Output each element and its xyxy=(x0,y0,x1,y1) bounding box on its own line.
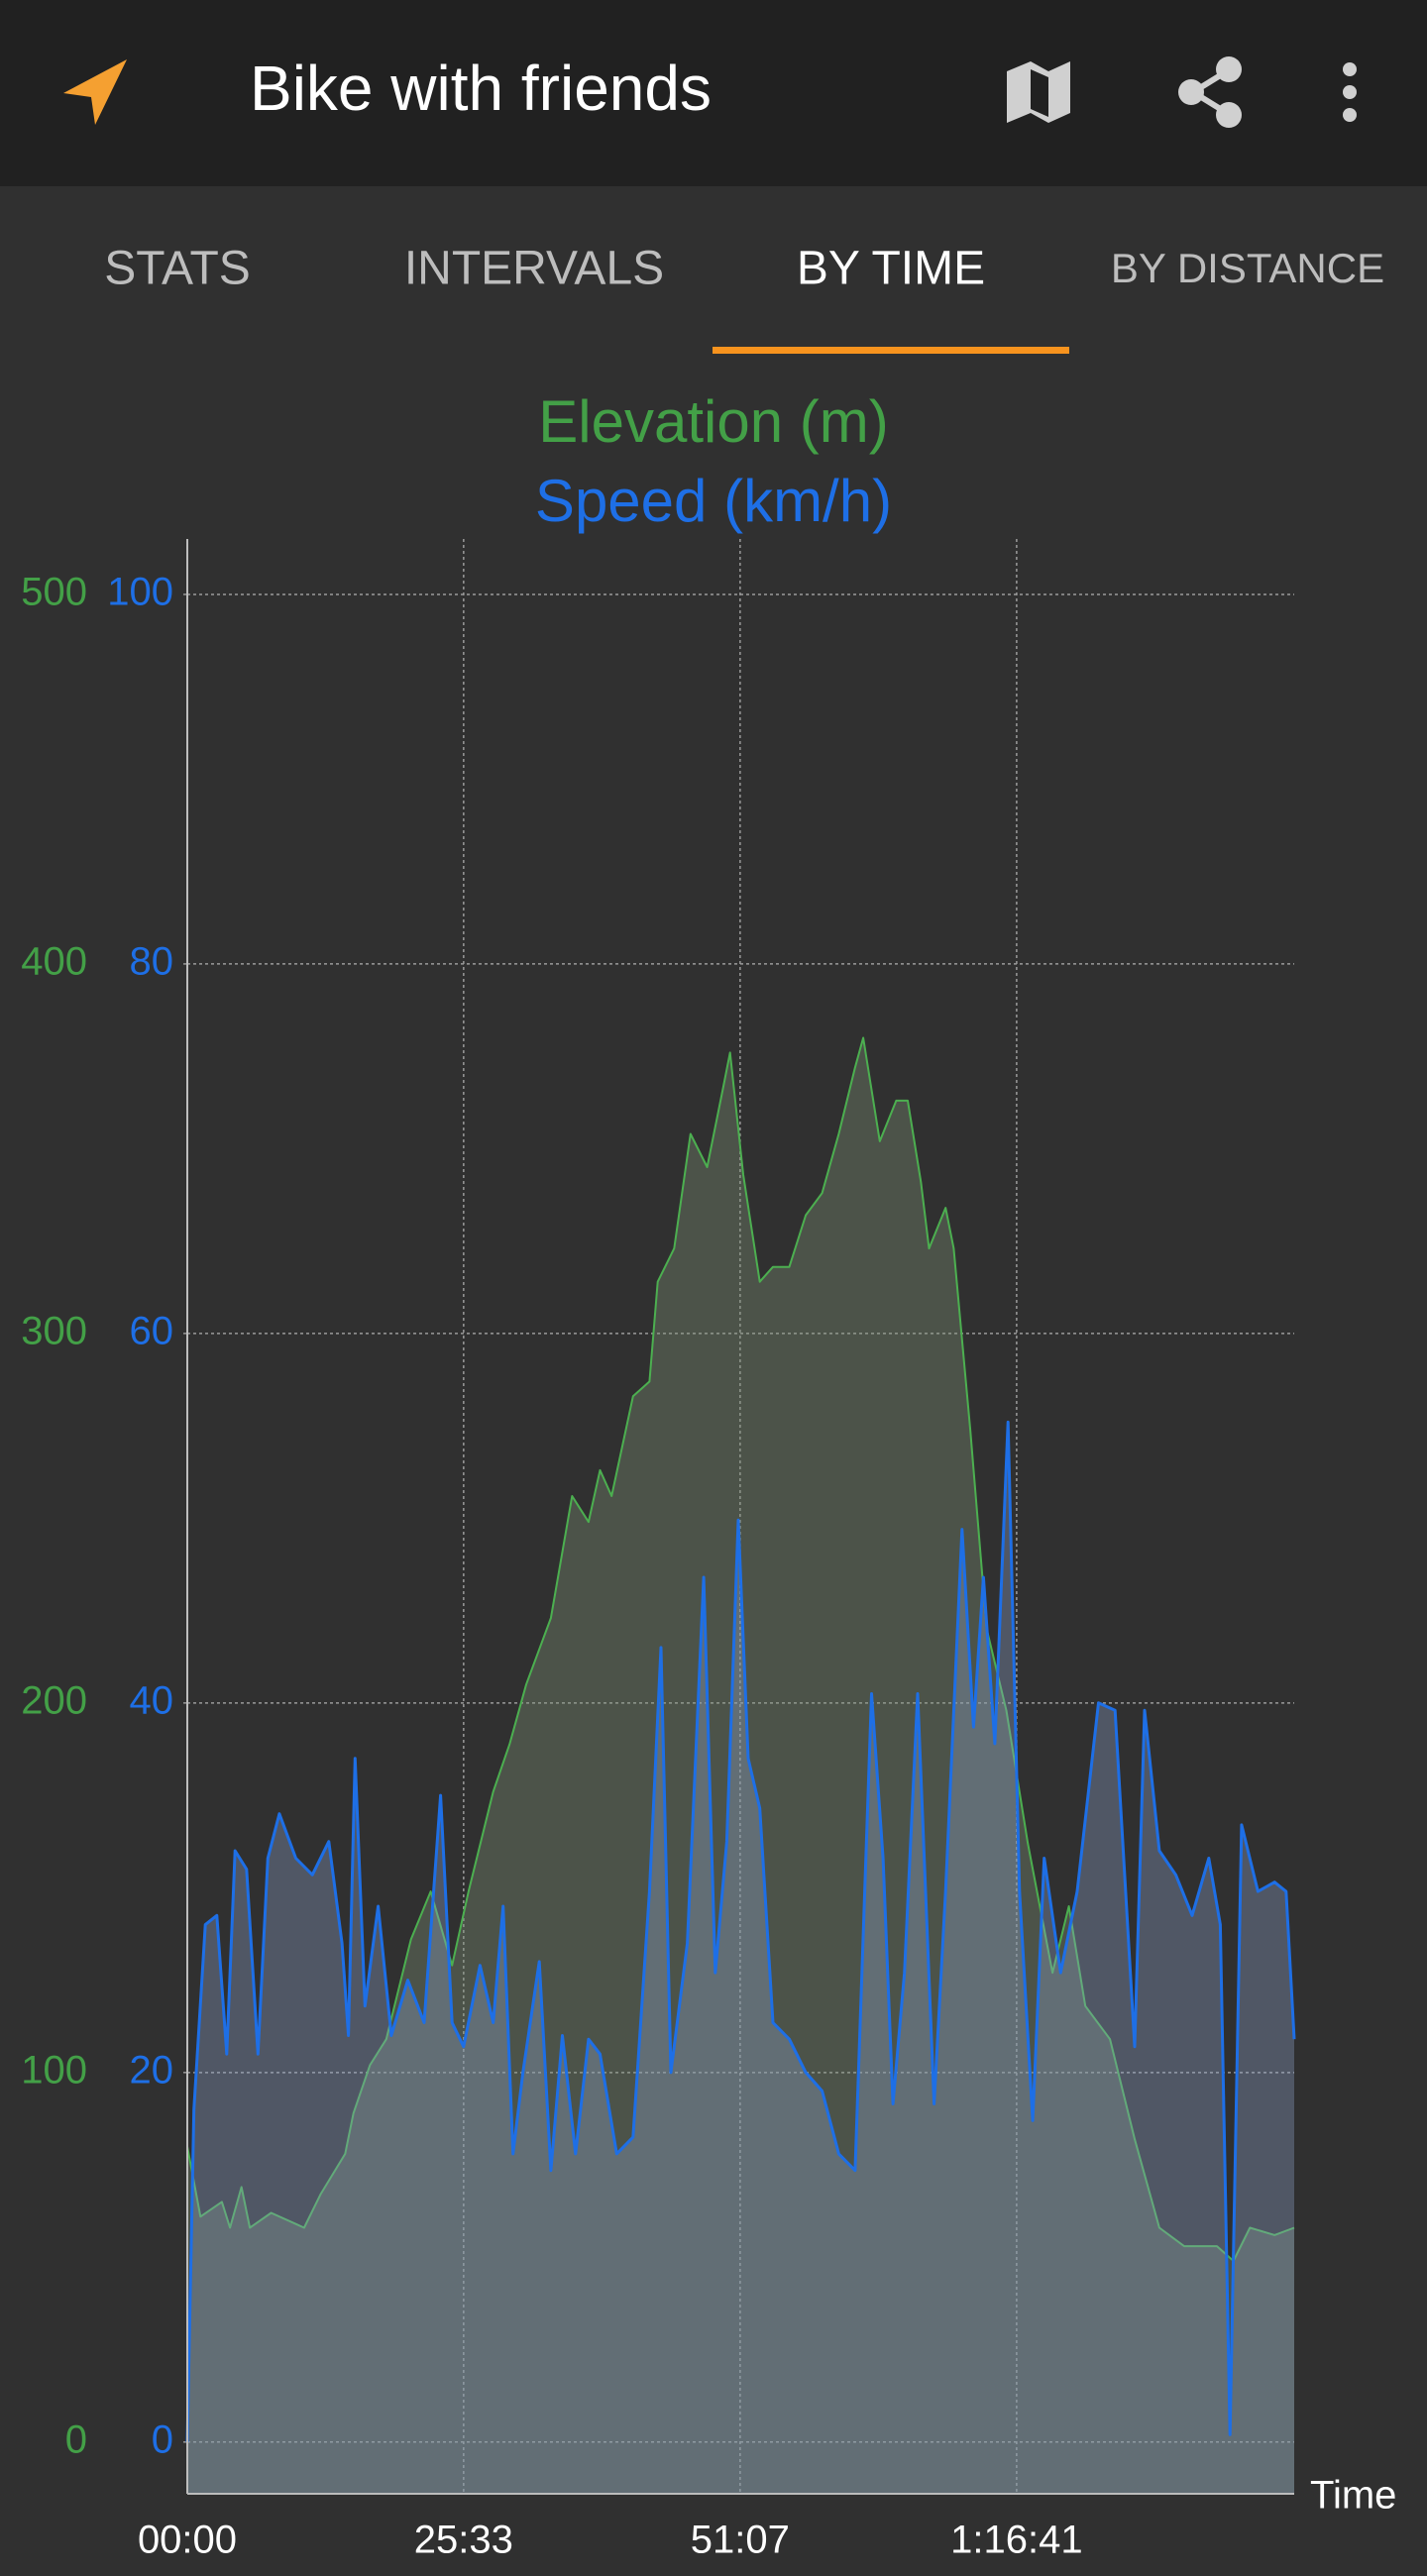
chart-title: Elevation (m) xyxy=(538,388,888,455)
y2-tick-label: 20 xyxy=(130,2048,174,2092)
area-fill xyxy=(187,1037,1294,2494)
x-tick-label: 1:16:41 xyxy=(950,2519,1082,2562)
tab-label[interactable]: BY TIME xyxy=(797,243,985,295)
series-line xyxy=(185,1420,1296,2442)
y2-tick-label: 100 xyxy=(107,571,173,614)
share-icon[interactable] xyxy=(1178,56,1242,128)
x-axis-label: Time xyxy=(1310,2474,1396,2518)
tab-label[interactable]: INTERVALS xyxy=(404,243,664,295)
y-tick-label: 100 xyxy=(21,2048,87,2092)
app-title: Bike with friends xyxy=(250,53,712,124)
map-icon[interactable] xyxy=(1007,61,1070,123)
x-tick-label: 00:00 xyxy=(138,2519,237,2562)
tab-label[interactable]: BY DISTANCE xyxy=(1111,245,1384,291)
y-tick-label: 0 xyxy=(65,2417,87,2461)
y2-tick-label: 0 xyxy=(152,2417,173,2461)
y2-tick-label: 60 xyxy=(130,1309,174,1352)
y-tick-label: 200 xyxy=(21,1678,87,1722)
tab-bar: STATS INTERVALS BY TIME BY DISTANCE xyxy=(104,243,1384,354)
x-tick-label: 25:33 xyxy=(414,2519,513,2562)
y-tick-label: 300 xyxy=(21,1309,87,1352)
tab-label[interactable]: STATS xyxy=(104,243,251,295)
y2-tick-label: 80 xyxy=(130,939,174,983)
app-bar xyxy=(0,0,1427,186)
chart: Elevation (m)Speed (km/h)010020030040050… xyxy=(21,388,1396,2562)
y-tick-label: 500 xyxy=(21,571,87,614)
x-tick-label: 51:07 xyxy=(691,2519,790,2562)
area-fill xyxy=(187,1422,1294,2494)
y2-tick-label: 40 xyxy=(130,1678,174,1722)
tab-indicator xyxy=(713,347,1069,354)
chart-title: Speed (km/h) xyxy=(535,468,892,534)
series-line xyxy=(186,1036,1295,2262)
menu-icon[interactable] xyxy=(1343,62,1357,122)
nav-icon[interactable] xyxy=(63,59,127,125)
y-tick-label: 400 xyxy=(21,939,87,983)
